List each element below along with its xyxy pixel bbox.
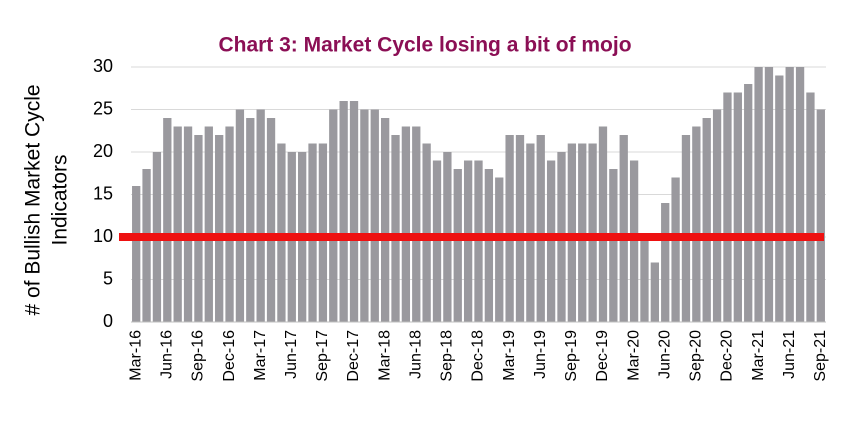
y-tick-label: 15 [93,183,113,203]
bar [588,143,597,322]
bar [754,67,763,322]
y-tick-label: 20 [93,141,113,161]
y-tick-label: 10 [93,226,113,246]
bar [412,126,421,322]
x-tick-label: Sep-20 [688,330,705,382]
bar [163,118,172,322]
bar [142,169,151,322]
bar [661,203,670,322]
bar [183,126,193,322]
bar [370,109,379,322]
plot-area [131,66,826,323]
bar [453,169,462,322]
y-axis-title-line: # of Bullish Market Cycle [22,84,45,315]
bar [692,126,701,322]
y-tick-label: 25 [93,98,113,118]
bar [194,135,203,322]
x-tick-label: Dec-20 [719,330,736,382]
bar [546,160,556,322]
bar [505,135,514,322]
bar [629,160,639,322]
bar [329,109,338,322]
bar [308,143,317,322]
bar [816,109,825,322]
bar [225,126,234,322]
bar [422,143,431,322]
bar [474,160,483,322]
bar [723,92,732,322]
bar [536,135,545,322]
x-tick-label: Mar-20 [625,330,642,381]
bar [235,109,245,322]
x-tick-label: Mar-18 [376,330,393,381]
bar [526,143,535,322]
bar [785,67,794,322]
x-tick-label: Jun-21 [781,330,798,379]
x-tick-label: Dec-17 [345,330,362,382]
x-tick-label: Mar-19 [501,330,518,381]
bar [349,101,359,322]
bar [391,135,400,322]
x-tick-label: Mar-21 [750,330,767,381]
bar [609,169,618,322]
bar [246,118,255,322]
x-tick-label: Jun-16 [159,330,176,379]
bar [764,67,774,322]
x-tick-label: Sep-18 [439,330,456,382]
y-tick-label: 0 [103,311,113,331]
bar [795,67,805,322]
bar [463,160,473,322]
bar [380,118,390,322]
x-tick-label: Mar-17 [252,330,269,381]
bar [401,126,411,322]
x-tick-label: Jun-20 [656,330,673,379]
x-tick-label: Dec-18 [470,330,487,382]
x-tick-label: Jun-19 [532,330,549,379]
bar [515,135,525,322]
bar [712,109,722,322]
bar [671,177,680,322]
y-axis-title: # of Bullish Market Cycle Indicators [22,84,72,315]
x-tick-label: Jun-17 [283,330,300,379]
bar [650,262,659,322]
bar [567,143,577,322]
x-tick-label: Jun-18 [407,330,424,379]
bar [495,177,504,322]
x-tick-label: Sep-19 [563,330,580,382]
bar [681,135,691,322]
bar [215,135,224,322]
bar [256,109,265,322]
bar [578,143,587,322]
bar [619,135,628,322]
x-tick-label: Sep-17 [314,330,331,382]
bar [318,143,328,322]
bar [598,126,608,322]
x-tick-label: Sep-16 [190,330,207,382]
bar [277,143,286,322]
chart-title: Chart 3: Market Cycle losing a bit of mo… [218,34,631,57]
bar [806,92,815,322]
bar [173,126,182,322]
bar [744,84,753,322]
y-tick-label: 30 [93,56,113,76]
x-tick-label: Mar-16 [127,330,144,381]
x-tick-label: Dec-16 [221,330,238,382]
bar [484,169,494,322]
bar [702,118,711,322]
bar [360,109,369,322]
x-tick-label: Sep-21 [812,330,829,382]
y-tick-label: 5 [103,268,113,288]
bar [266,118,276,322]
bar [640,237,649,322]
bar [132,186,141,322]
bar [733,92,742,322]
y-axis-title-line: Indicators [49,154,72,245]
bar [432,160,442,322]
bar [339,101,348,322]
x-tick-label: Dec-19 [594,330,611,382]
bar [775,75,784,322]
bar [204,126,213,322]
